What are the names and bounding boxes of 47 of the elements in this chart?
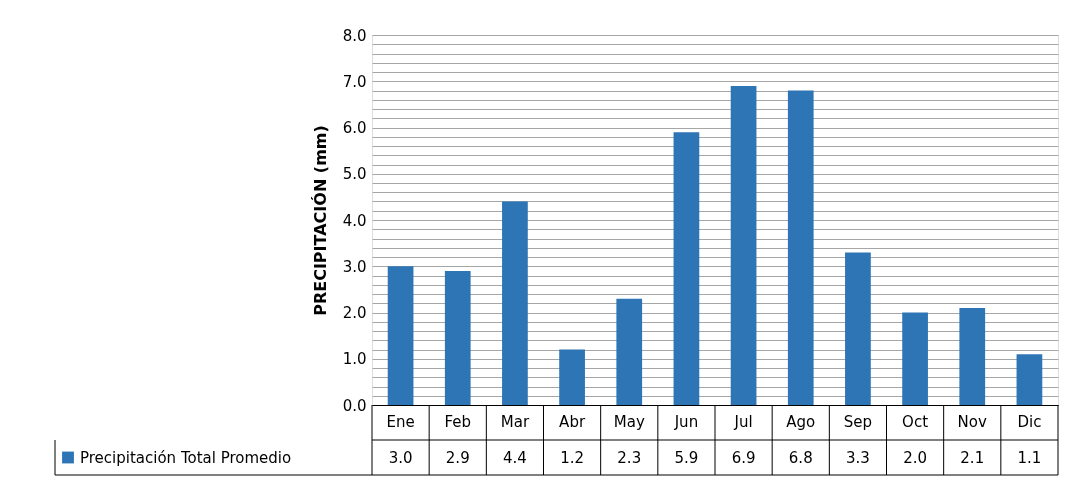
bar bbox=[673, 132, 700, 405]
bar bbox=[787, 90, 814, 405]
x-tick-label: Jun bbox=[673, 412, 699, 431]
x-tick-label: Ago bbox=[786, 412, 816, 431]
x-tick-label: May bbox=[613, 412, 645, 431]
bar bbox=[502, 201, 528, 405]
data-label: 3.0 bbox=[388, 448, 413, 467]
y-tick-label: 4.0 bbox=[342, 211, 367, 230]
bar bbox=[845, 252, 871, 405]
data-label: 6.8 bbox=[788, 448, 813, 467]
bar bbox=[730, 85, 757, 405]
data-label: 2.9 bbox=[445, 448, 470, 467]
y-tick-label: 2.0 bbox=[342, 304, 367, 322]
data-label: 1.2 bbox=[560, 448, 585, 467]
data-label: 2.3 bbox=[617, 448, 642, 467]
bar bbox=[387, 266, 414, 405]
data-label: 2.1 bbox=[960, 448, 985, 467]
y-tick-label: 8.0 bbox=[342, 26, 367, 45]
x-tick-label: Feb bbox=[444, 412, 472, 431]
x-tick-label: Ene bbox=[386, 412, 415, 431]
bar bbox=[559, 349, 585, 405]
bar bbox=[616, 298, 643, 405]
legend-label: Precipitación Total Promedio bbox=[80, 448, 292, 467]
y-tick-label: 6.0 bbox=[342, 119, 367, 137]
x-tick-label: Nov bbox=[957, 412, 988, 431]
x-tick-label: Dic bbox=[1017, 412, 1042, 431]
bar bbox=[959, 307, 986, 405]
x-tick-label: Abr bbox=[559, 412, 586, 431]
y-tick-label: 5.0 bbox=[342, 165, 367, 184]
x-tick-label: Sep bbox=[843, 412, 873, 431]
y-tick-label: 1.0 bbox=[342, 350, 367, 369]
data-label: 1.1 bbox=[1017, 448, 1042, 467]
x-tick-label: Oct bbox=[902, 412, 929, 431]
data-label: 5.9 bbox=[674, 448, 699, 467]
bar bbox=[444, 270, 471, 405]
data-label: 4.4 bbox=[502, 448, 527, 467]
y-axis-title: PRECIPITACIÓN (mm) bbox=[310, 125, 330, 316]
x-tick-label: Mar bbox=[500, 412, 530, 431]
bar bbox=[902, 312, 928, 405]
y-tick-label: 0.0 bbox=[342, 396, 367, 415]
data-label: 2.0 bbox=[903, 448, 928, 467]
x-tick-label: Jul bbox=[733, 412, 753, 431]
data-label: 3.3 bbox=[845, 448, 870, 467]
bar bbox=[1016, 354, 1043, 405]
data-label: 6.9 bbox=[731, 448, 756, 467]
y-tick-label: 3.0 bbox=[342, 257, 367, 276]
y-tick-label: 7.0 bbox=[342, 72, 367, 91]
